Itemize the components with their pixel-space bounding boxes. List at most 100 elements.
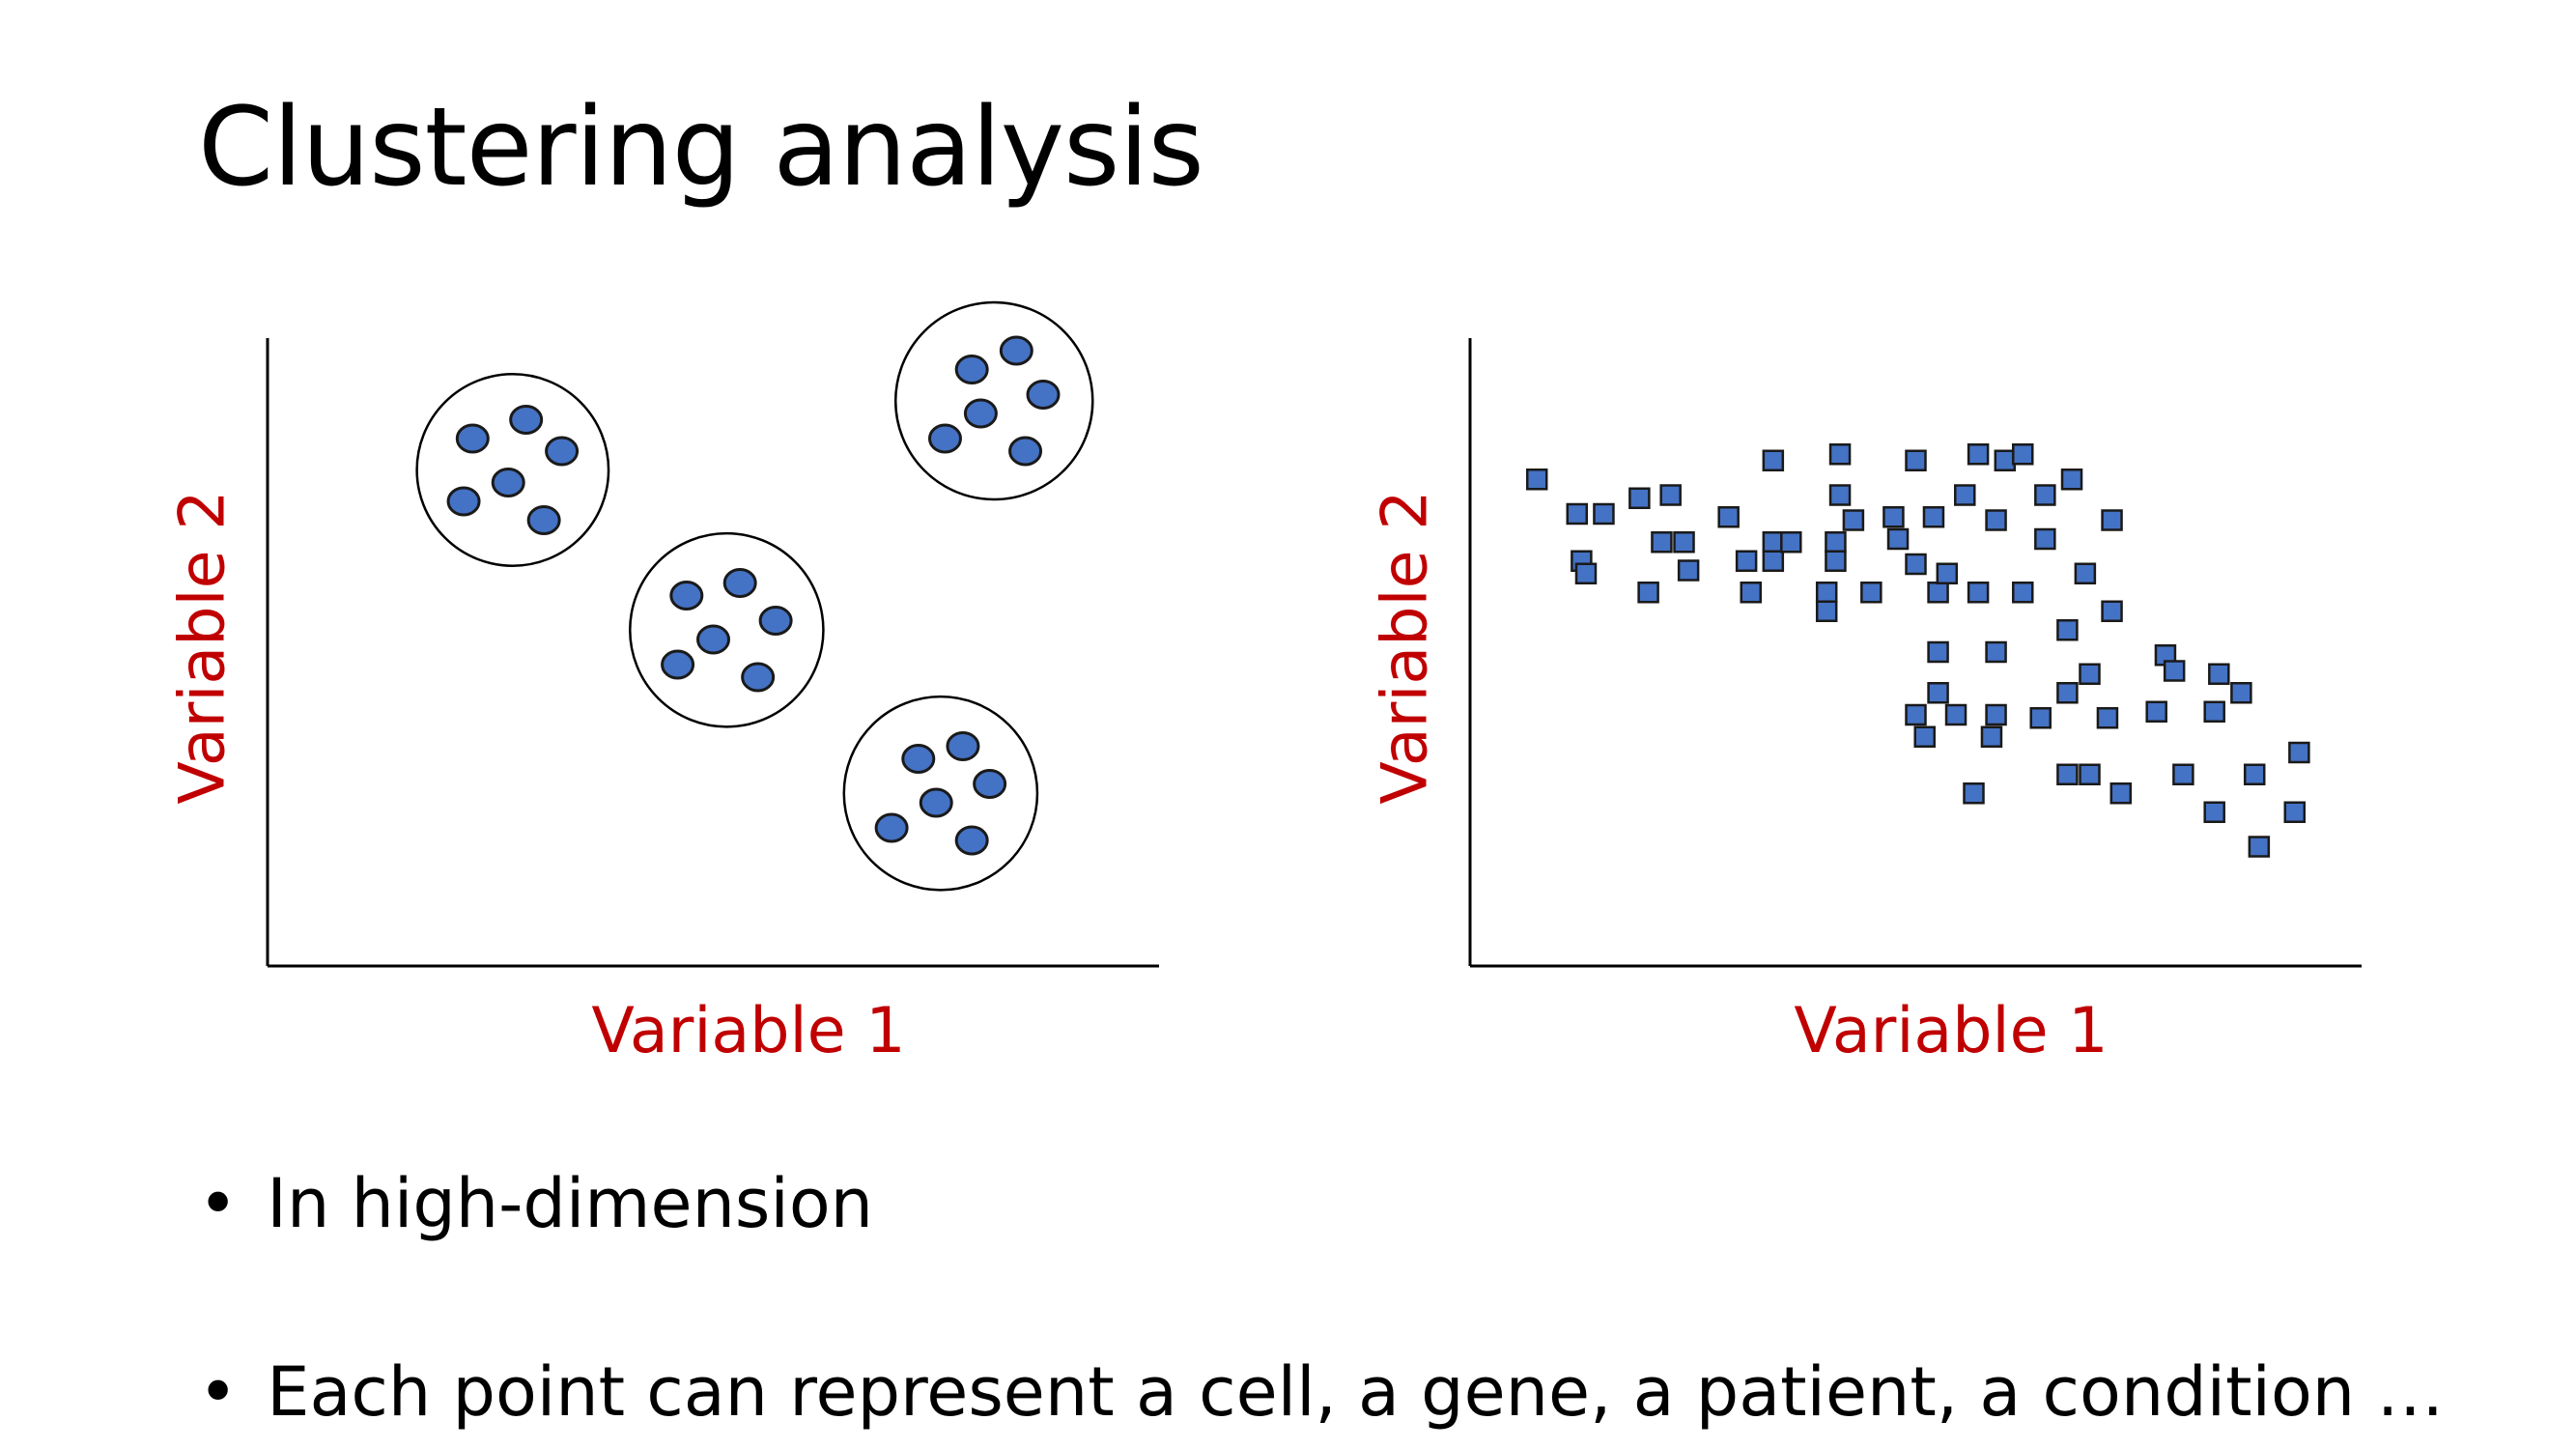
scatter-point	[1905, 449, 1927, 471]
scatter-point	[1882, 506, 1905, 528]
scatter-point	[741, 662, 776, 693]
scatter-point	[1905, 553, 1927, 576]
scatter-point	[1026, 380, 1061, 410]
cluster-boundary	[629, 531, 825, 728]
plot-2	[1468, 338, 2362, 968]
scatter-point	[2012, 582, 2034, 604]
scatter-point	[973, 769, 1007, 799]
scatter-point	[1780, 531, 1802, 554]
scatter-point	[2101, 509, 2123, 531]
scatter-point	[2230, 682, 2252, 704]
scatter-point	[1985, 509, 2007, 531]
scatter-point	[1717, 506, 1740, 528]
scatter-point	[2056, 619, 2079, 641]
scatter-point	[758, 606, 793, 636]
scatter-point	[1927, 582, 1949, 604]
scatter-point	[1673, 531, 1695, 554]
scatter-point	[2109, 782, 2133, 805]
slide-title: Clustering analysis	[198, 85, 1204, 211]
scatter-point	[1913, 725, 1936, 748]
scatter-point	[2163, 660, 2186, 682]
scatter-point	[526, 505, 561, 535]
scatter-point	[1651, 531, 1673, 554]
scatter-point	[927, 423, 962, 454]
scatter-point	[999, 335, 1033, 366]
scatter-point	[946, 731, 980, 761]
scatter-point	[1886, 527, 1910, 551]
scatter-point	[1762, 449, 1785, 471]
plot-2-points	[1525, 443, 2310, 858]
scatter-point	[1574, 562, 1598, 584]
scatter-point	[2079, 763, 2101, 785]
bullet-marker: •	[198, 1164, 239, 1243]
scatter-point	[2145, 700, 2167, 723]
scatter-point	[1735, 550, 1758, 572]
scatter-point	[491, 468, 525, 497]
scatter-point	[1980, 725, 2003, 748]
scatter-point	[2243, 763, 2266, 785]
scatter-point	[1008, 436, 1043, 467]
scatter-point	[2203, 801, 2225, 823]
scatter-point	[2056, 763, 2079, 785]
scatter-point	[1828, 443, 1852, 466]
scatter-point	[446, 486, 481, 517]
scatter-point	[722, 568, 757, 598]
scatter-point	[1825, 550, 1847, 572]
scatter-point	[2056, 682, 2079, 704]
scatter-point	[2060, 469, 2083, 491]
scatter-point	[1815, 582, 1838, 604]
plot-2-x-axis-label: Variable 1	[1794, 995, 2109, 1067]
scatter-point	[455, 423, 490, 454]
scatter-point	[1525, 469, 1548, 491]
scatter-point	[1927, 682, 1949, 704]
scatter-point	[2029, 707, 2052, 729]
scatter-point	[1659, 484, 1682, 506]
scatter-point	[1922, 506, 1945, 528]
scatter-point	[2101, 600, 2123, 622]
scatter-point	[1842, 509, 1865, 531]
scatter-point	[1905, 703, 1927, 726]
scatter-point	[1825, 531, 1847, 554]
scatter-point	[2074, 562, 2097, 584]
plot-1-points	[446, 335, 1061, 856]
bullet-text: Each point can represent a cell, a gene,…	[267, 1352, 2445, 1432]
scatter-point	[954, 825, 989, 856]
scatter-point	[1963, 782, 1985, 805]
scatter-point	[1927, 640, 1949, 664]
scatter-point	[1566, 502, 1589, 526]
scatter-point	[2288, 741, 2310, 764]
scatter-point	[1677, 559, 1700, 582]
scatter-point	[696, 624, 730, 655]
plot-2-y-axis-label: Variable 2	[1369, 490, 1442, 805]
scatter-point	[1628, 487, 1651, 509]
scatter-point	[1936, 562, 1959, 584]
scatter-point	[1828, 484, 1852, 506]
scatter-point	[1860, 582, 1882, 604]
plot-1	[266, 300, 1159, 968]
bullet-text: In high-dimension	[267, 1164, 874, 1243]
scatter-point	[2012, 443, 2034, 466]
scatter-point	[1954, 484, 1976, 506]
scatter-point	[2283, 801, 2307, 823]
scatter-point	[901, 744, 936, 774]
scatter-point	[2248, 836, 2271, 858]
scatter-point	[2079, 663, 2101, 685]
scatter-point	[963, 398, 998, 429]
scatter-point	[661, 649, 695, 680]
bullet-item: • In high-dimension	[198, 1164, 873, 1243]
scatter-point	[1815, 600, 1838, 622]
scatter-point	[509, 405, 544, 435]
cluster-boundary	[893, 300, 1094, 501]
scatter-point	[545, 436, 580, 467]
scatter-point	[2034, 527, 2056, 551]
bullet-item: • Each point can represent a cell, a gene…	[198, 1352, 2444, 1432]
scatter-point	[1967, 582, 1990, 604]
scatter-point	[2203, 700, 2225, 723]
scatter-point	[1593, 502, 1615, 526]
scatter-point	[669, 581, 704, 611]
cluster-boundary	[842, 695, 1039, 892]
plot-1-x-axis-label: Variable 1	[591, 995, 906, 1067]
scatter-point	[1994, 449, 2017, 471]
scatter-point	[2096, 707, 2119, 729]
